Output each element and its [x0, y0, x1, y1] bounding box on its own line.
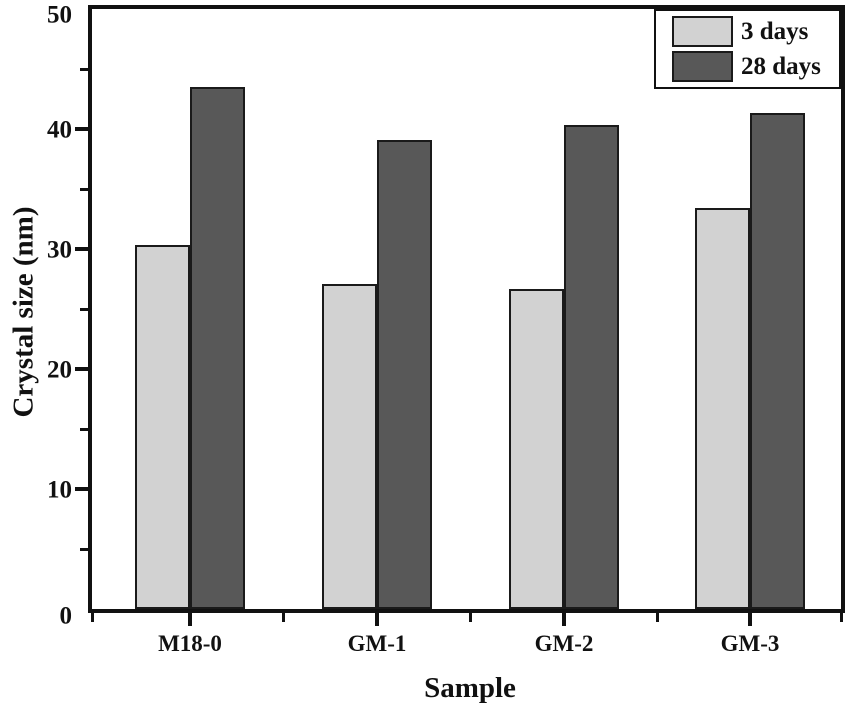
legend-item-28-days: 28 days: [656, 50, 839, 84]
x-axis-major-tick-GM-3: [748, 613, 752, 626]
y-axis-major-tick-20: [75, 367, 88, 371]
x-axis-minor-tick-4: [839, 613, 843, 622]
bar-28-days-GM-2: [564, 125, 619, 609]
y-tick-label-40: 40: [47, 116, 72, 144]
legend-swatch-28-days: [672, 51, 733, 83]
bar-3-days-GM-2: [509, 289, 564, 609]
y-tick-label-10: 10: [47, 476, 72, 504]
x-tick-label-GM-1: GM-1: [347, 631, 407, 656]
y-tick-label-50: 50: [47, 1, 72, 29]
x-axis-minor-tick-0: [90, 613, 94, 622]
bar-28-days-GM-3: [750, 113, 805, 609]
x-axis-title: Sample: [424, 672, 516, 704]
bar-28-days-GM-1: [377, 140, 432, 609]
legend-item-3-days: 3 days: [656, 14, 839, 48]
bar-3-days-GM-3: [695, 208, 750, 609]
bar-3-days-GM-1: [322, 284, 377, 609]
x-axis-major-tick-GM-2: [562, 613, 566, 626]
y-axis-major-tick-40: [75, 127, 88, 131]
y-tick-label-30: 30: [47, 236, 72, 264]
y-axis-minor-tick-45: [80, 67, 88, 71]
bar-3-days-M18-0: [135, 245, 190, 609]
x-axis-minor-tick-1: [282, 613, 285, 622]
x-tick-label-GM-2: GM-2: [534, 631, 594, 656]
y-axis-minor-tick-35: [80, 187, 88, 191]
x-axis-major-tick-GM-1: [375, 613, 379, 626]
x-tick-label-GM-3: GM-3: [720, 631, 780, 656]
y-axis-minor-tick-15: [80, 427, 88, 431]
x-axis-major-tick-M18-0: [188, 613, 192, 626]
y-tick-label-20: 20: [47, 356, 72, 384]
bar-28-days-M18-0: [190, 87, 245, 609]
legend: 3 days 28 days: [654, 9, 841, 89]
x-axis-minor-tick-2: [469, 613, 472, 622]
y-axis-major-tick-10: [75, 487, 88, 491]
y-axis-major-tick-30: [75, 247, 88, 251]
plot-area: 3 days 28 days: [88, 5, 845, 613]
legend-label-3-days: 3 days: [741, 17, 809, 45]
y-tick-label-0: 0: [59, 602, 73, 630]
y-axis-minor-tick-5: [80, 547, 88, 551]
legend-label-28-days: 28 days: [741, 53, 821, 81]
x-tick-label-M18-0: M18-0: [158, 631, 222, 656]
y-axis-minor-tick-25: [80, 307, 88, 311]
x-axis-minor-tick-3: [656, 613, 659, 622]
legend-swatch-3-days: [672, 15, 733, 47]
